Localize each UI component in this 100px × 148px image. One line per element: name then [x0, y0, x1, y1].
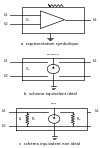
Text: $V_e$: $V_e$: [25, 65, 30, 73]
Polygon shape: [40, 11, 65, 29]
Text: $V_2$: $V_2$: [3, 73, 9, 80]
Text: $V_2$: $V_2$: [1, 123, 6, 130]
Text: $V_s$: $V_s$: [92, 16, 97, 24]
Text: $V_1$: $V_1$: [3, 58, 9, 65]
Text: $V_1$: $V_1$: [3, 11, 9, 19]
Text: $R_o$: $R_o$: [76, 115, 81, 123]
Text: $V_2$: $V_2$: [3, 21, 9, 28]
Text: $V_e$: $V_e$: [26, 16, 31, 24]
Text: $g_m(V_1{-}V_2)$: $g_m(V_1{-}V_2)$: [46, 52, 60, 57]
Text: $V_1$: $V_1$: [1, 108, 6, 115]
Text: $V_e$: $V_e$: [18, 115, 23, 123]
Text: $g_mV_e$: $g_mV_e$: [50, 102, 58, 107]
Text: a  représentation symbolique: a représentation symbolique: [21, 42, 79, 46]
Text: $R_i$: $R_i$: [31, 115, 36, 123]
Text: c  schéma équivalent non idéal: c schéma équivalent non idéal: [19, 142, 81, 146]
Text: $V_s$: $V_s$: [92, 58, 97, 65]
Circle shape: [48, 115, 60, 123]
Circle shape: [47, 64, 59, 74]
Text: $V_s$: $V_s$: [94, 108, 99, 115]
Text: b  schéma équivalent idéal: b schéma équivalent idéal: [24, 92, 76, 96]
